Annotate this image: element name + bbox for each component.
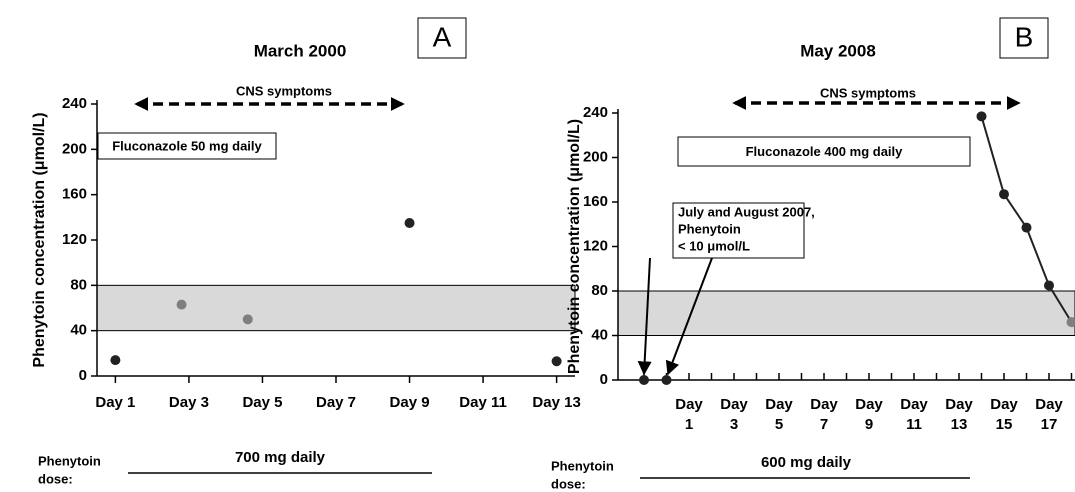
drug-box: [677, 136, 971, 167]
note-line: Phenytoin: [678, 221, 741, 236]
symptom-label: CNS symptoms: [236, 83, 332, 98]
data-point: [1066, 317, 1075, 328]
y-tick-label: 160: [62, 186, 87, 203]
chart-title: May 2008: [800, 41, 876, 60]
x-tick-label: Day 9: [855, 396, 883, 433]
x-tick-label: Day 13: [945, 396, 973, 433]
note-arrow: [637, 257, 652, 376]
dose-label: dose:: [551, 476, 586, 491]
x-tick-label: Day 3: [720, 396, 748, 433]
note-box: [672, 202, 805, 259]
dose-label: Phenytoin: [551, 458, 614, 473]
x-tick-label: Day 9: [390, 394, 430, 411]
dose-label: dose:: [38, 471, 73, 486]
dose-value: 600 mg daily: [761, 454, 852, 471]
y-tick-label: 240: [583, 104, 608, 121]
reference-band: [617, 290, 1075, 336]
note-arrow: [665, 257, 713, 376]
y-tick-label: 0: [600, 371, 608, 388]
x-tick-label: Day 1: [95, 394, 135, 411]
panel-label-box: [999, 17, 1049, 59]
data-point: [1044, 280, 1054, 291]
drug-box: [97, 132, 277, 160]
x-tick-label: Day 1: [675, 396, 703, 433]
y-axis-label: Phenytoin concentration (μmol/L): [566, 119, 583, 374]
x-tick-label: Day 11: [900, 396, 928, 433]
dose-label: Phenytoin: [38, 453, 101, 468]
y-tick-label: 240: [62, 95, 87, 112]
note-line: < 10 μmol/L: [678, 238, 750, 253]
x-tick-label: Day 3: [169, 394, 209, 411]
data-point: [976, 111, 987, 122]
y-tick-label: 200: [62, 140, 87, 157]
y-tick-label: 200: [583, 148, 608, 165]
data-point: [639, 375, 649, 385]
x-tick-label: Day 17: [1035, 396, 1063, 433]
y-tick-label: 160: [583, 193, 608, 210]
x-tick-label: Day 13: [532, 394, 580, 411]
data-point: [999, 189, 1009, 200]
data-point: [661, 375, 672, 385]
data-point: [404, 218, 415, 228]
y-tick-label: 80: [70, 276, 87, 293]
y-tick-label: 120: [62, 231, 87, 248]
chart-title: March 2000: [254, 41, 347, 60]
drug-label: Fluconazole 400 mg daily: [746, 144, 904, 159]
symptom-label: CNS symptoms: [820, 85, 916, 100]
y-tick-label: 120: [583, 237, 608, 254]
data-point: [551, 356, 562, 367]
panel-label-box: [417, 17, 467, 59]
y-tick-label: 80: [591, 282, 608, 299]
note-line: July and August 2007,: [678, 204, 815, 219]
data-point: [176, 299, 187, 310]
data-point: [1021, 222, 1032, 233]
data-point: [110, 355, 121, 366]
y-tick-label: 0: [79, 367, 87, 384]
dose-value: 700 mg daily: [235, 449, 326, 466]
x-tick-label: Day 11: [459, 394, 507, 411]
x-tick-label: Day 5: [765, 396, 793, 433]
x-tick-label: Day 7: [316, 394, 356, 411]
panel-label: A: [433, 21, 452, 52]
x-tick-label: Day 15: [990, 396, 1018, 433]
x-tick-label: Day 5: [242, 394, 282, 411]
drug-label: Fluconazole 50 mg daily: [112, 138, 262, 153]
reference-band: [96, 284, 576, 332]
y-tick-label: 40: [70, 322, 87, 339]
panel-label: B: [1015, 21, 1034, 52]
y-tick-label: 40: [591, 326, 608, 343]
data-point: [242, 314, 253, 325]
y-axis-label: Phenytoin concentration (μmol/L): [31, 112, 48, 367]
x-tick-label: Day 7: [810, 396, 838, 433]
